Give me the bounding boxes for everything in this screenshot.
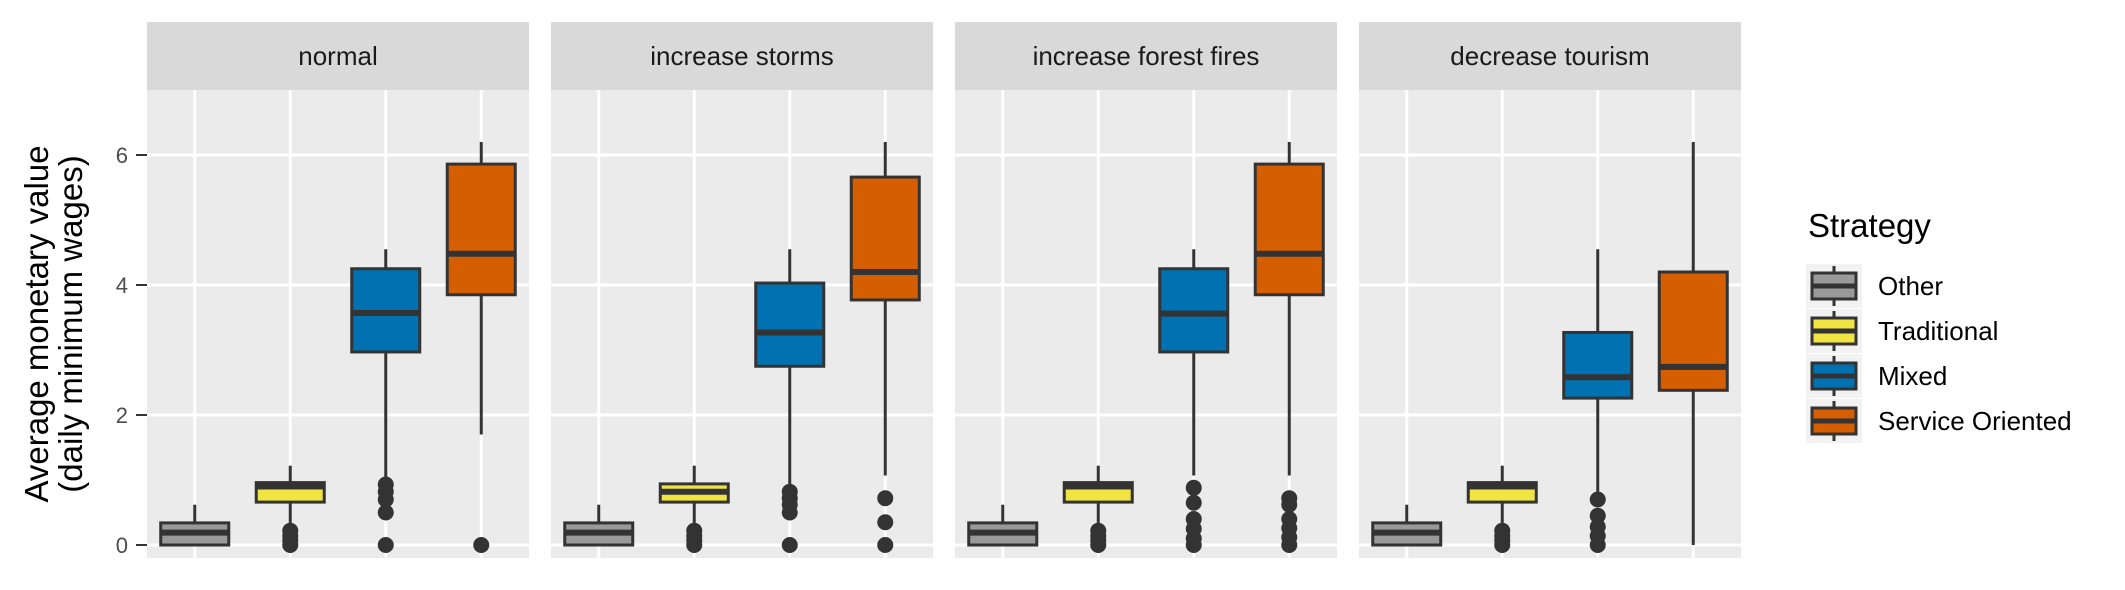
outlier-point <box>781 537 798 553</box>
legend-item: Mixed <box>1806 354 1947 398</box>
boxplot-mixed <box>754 249 826 553</box>
facet-panel: normal <box>147 22 529 558</box>
boxplot-other <box>1371 504 1443 547</box>
outlier-point <box>1589 491 1606 508</box>
facet-strip <box>955 22 1337 90</box>
boxplot-other <box>967 504 1039 547</box>
facet-panel: decrease tourism <box>1359 22 1741 558</box>
iqr-box <box>1657 270 1729 392</box>
y-axis-title-line: (daily minimum wages) <box>52 155 89 492</box>
outlier-point <box>877 537 894 553</box>
outlier-point <box>686 522 703 539</box>
outlier-point <box>877 490 894 507</box>
boxplot-traditional <box>1466 465 1538 553</box>
outlier-point <box>1185 511 1202 527</box>
y-tick-label: 4 <box>116 273 128 298</box>
outlier-point <box>1185 479 1202 496</box>
panel-background <box>551 90 933 558</box>
outlier-point <box>1281 511 1298 527</box>
outlier-point <box>377 537 394 553</box>
panel-background <box>955 90 1337 558</box>
boxplot-traditional <box>1062 465 1134 553</box>
y-axis-title: Average monetary value(daily minimum wag… <box>18 145 89 502</box>
legend-label: Service Oriented <box>1878 406 2072 436</box>
outlier-point <box>1589 507 1606 524</box>
boxplot-service-oriented <box>849 142 921 553</box>
iqr-box <box>1253 162 1325 297</box>
facet-strip-label: normal <box>298 41 377 71</box>
facet-panel: increase forest fires <box>955 22 1337 558</box>
boxplot-service-oriented <box>445 142 517 553</box>
legend-label: Mixed <box>1878 361 1947 391</box>
iqr-box <box>445 162 517 297</box>
boxplot-traditional <box>254 465 326 553</box>
boxplot-service-oriented <box>1253 142 1325 553</box>
legend: Strategy Other Traditional Mixed Service Ori… <box>1806 207 2072 443</box>
outlier-point <box>1589 518 1606 535</box>
legend-title: Strategy <box>1808 207 1931 244</box>
y-tick-label: 0 <box>116 533 128 558</box>
outlier-point <box>1494 522 1511 539</box>
outlier-point <box>473 537 490 553</box>
iqr-box <box>849 175 921 302</box>
outlier-point <box>282 522 299 539</box>
iqr-box <box>1158 267 1230 354</box>
facet-strip <box>551 22 933 90</box>
y-axis-title-line: Average monetary value <box>18 145 55 502</box>
outlier-point <box>1185 494 1202 511</box>
outlier-point <box>1281 490 1298 507</box>
outlier-point <box>377 476 394 493</box>
boxplot-other <box>159 504 231 547</box>
outlier-point <box>877 514 894 531</box>
facet-strip-label: increase forest fires <box>1033 41 1260 71</box>
outlier-point <box>781 483 798 500</box>
iqr-box <box>1562 330 1634 400</box>
legend-label: Traditional <box>1878 316 1998 346</box>
iqr-box <box>754 281 826 368</box>
legend-item: Service Oriented <box>1806 399 2072 443</box>
facet-strip-label: increase storms <box>650 41 834 71</box>
facet-strip-label: decrease tourism <box>1450 41 1649 71</box>
boxplot-traditional <box>658 465 730 553</box>
outlier-point <box>377 504 394 521</box>
facet-strip <box>1359 22 1741 90</box>
boxplot-other <box>563 504 635 547</box>
legend-item: Other <box>1806 264 1943 308</box>
legend-item: Traditional <box>1806 309 1998 353</box>
boxplot-mixed <box>1158 249 1230 553</box>
y-tick-label: 2 <box>116 403 128 428</box>
facet-strip <box>147 22 529 90</box>
legend-label: Other <box>1878 271 1943 301</box>
panel-background <box>147 90 529 558</box>
y-tick-label: 6 <box>116 143 128 168</box>
boxplot-mixed <box>1562 249 1634 553</box>
outlier-point <box>1090 522 1107 539</box>
boxplot-service-oriented <box>1657 142 1729 545</box>
facet-panel: increase storms <box>551 22 933 558</box>
boxplot-mixed <box>350 249 422 553</box>
